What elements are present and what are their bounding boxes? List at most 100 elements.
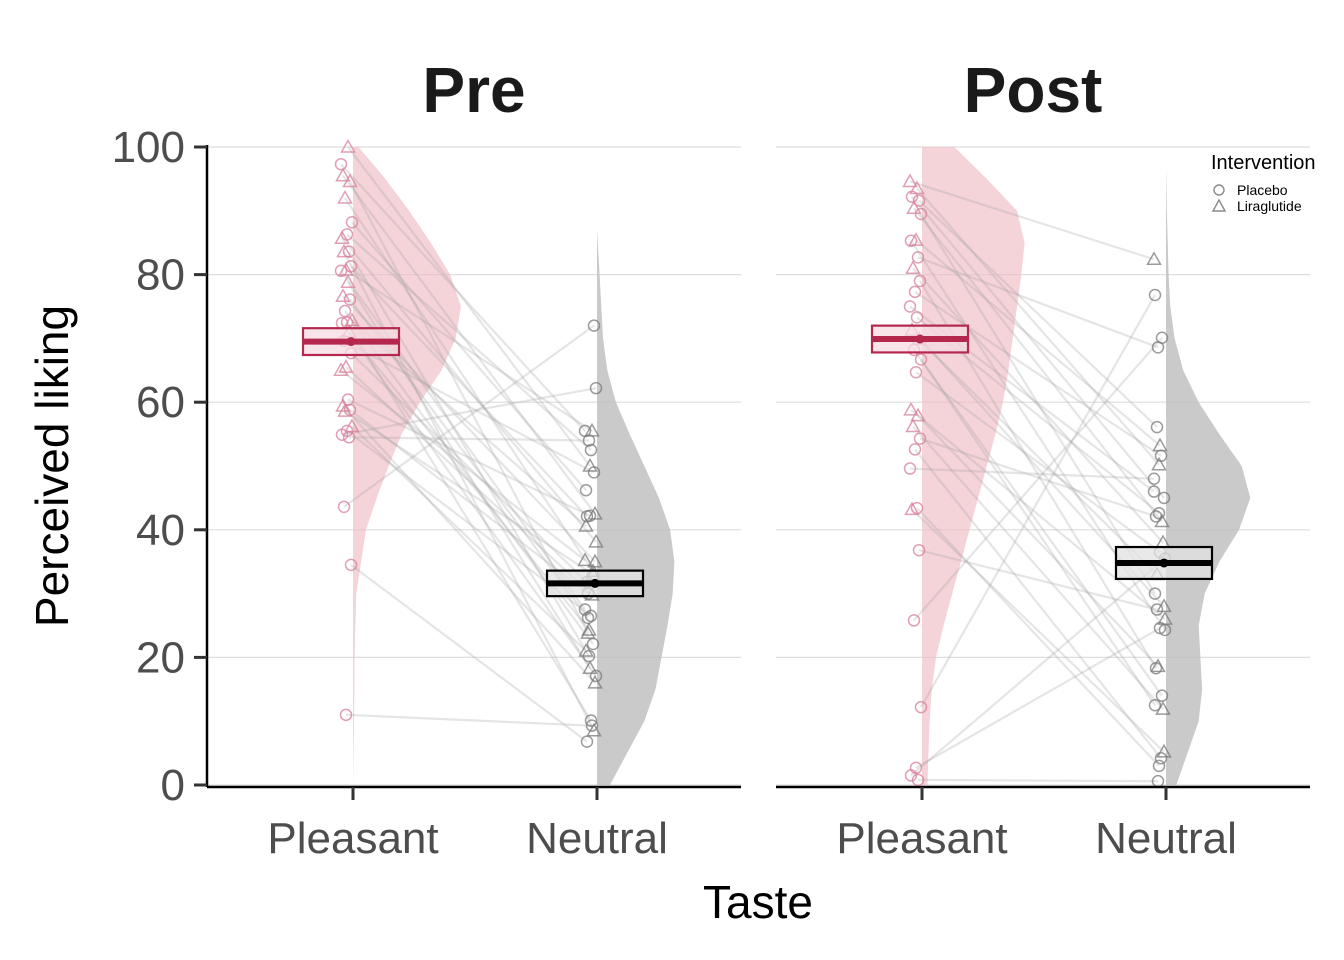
data-point bbox=[910, 501, 924, 515]
data-point bbox=[911, 251, 925, 264]
data-point bbox=[905, 190, 919, 204]
pair-line bbox=[350, 352, 588, 583]
facet-pre: Pre Pleasant Neutral 0 20 40 60 80 100 bbox=[112, 54, 741, 863]
pair-line bbox=[915, 239, 1161, 447]
density-neutral bbox=[1166, 166, 1251, 785]
data-point bbox=[912, 194, 926, 207]
pair-line bbox=[913, 207, 1163, 523]
data-point bbox=[906, 200, 922, 214]
pair-line bbox=[920, 294, 1156, 708]
legend-label: Placebo bbox=[1237, 182, 1288, 198]
mean-point bbox=[590, 578, 600, 588]
pair-line bbox=[346, 233, 592, 451]
pair-line bbox=[349, 408, 589, 595]
pair-line bbox=[345, 269, 593, 432]
data-point bbox=[581, 611, 595, 625]
data-point bbox=[903, 300, 917, 313]
data-point bbox=[334, 230, 350, 244]
pair-line bbox=[344, 410, 594, 576]
pair-line bbox=[346, 321, 592, 722]
data-point bbox=[335, 428, 349, 441]
pair-line bbox=[345, 713, 593, 727]
data-point bbox=[582, 434, 596, 447]
data-point bbox=[581, 621, 597, 636]
pair-line bbox=[341, 322, 597, 677]
data-point bbox=[337, 403, 353, 417]
density-neutral bbox=[597, 229, 675, 785]
mean-point bbox=[915, 334, 925, 344]
pair-line bbox=[347, 146, 591, 467]
pair-line bbox=[351, 425, 587, 652]
mean-point bbox=[346, 337, 356, 347]
pair-line bbox=[342, 175, 596, 515]
data-point bbox=[1156, 743, 1172, 758]
pair-line bbox=[912, 425, 1164, 710]
data-point bbox=[586, 722, 602, 737]
data-point bbox=[338, 304, 352, 318]
pair-line bbox=[911, 196, 1165, 499]
data-point bbox=[902, 173, 918, 188]
data-point bbox=[1157, 491, 1171, 505]
data-point bbox=[908, 285, 922, 299]
data-point bbox=[334, 157, 348, 171]
facet-title: Pre bbox=[422, 54, 525, 126]
mean-point bbox=[1159, 558, 1169, 568]
pair-line bbox=[340, 369, 586, 562]
pair-line bbox=[918, 549, 1158, 611]
y-tick-label: 40 bbox=[136, 506, 185, 555]
data-point bbox=[904, 769, 918, 782]
data-point bbox=[907, 614, 921, 627]
data-point bbox=[1157, 611, 1173, 625]
pair-line bbox=[343, 339, 595, 474]
pair-line bbox=[344, 197, 594, 572]
data-point bbox=[1154, 449, 1168, 463]
x-tick-label: Neutral bbox=[526, 814, 668, 863]
pair-line bbox=[910, 557, 1166, 777]
data-point bbox=[343, 403, 357, 417]
data-point bbox=[905, 260, 921, 274]
data-point bbox=[908, 443, 922, 456]
data-point bbox=[1155, 331, 1169, 345]
pair-line bbox=[914, 290, 1162, 457]
pair-line bbox=[917, 778, 1159, 783]
y-tick-label: 0 bbox=[161, 761, 185, 810]
data-point bbox=[342, 173, 358, 188]
pair-line bbox=[349, 180, 589, 634]
data-point bbox=[903, 462, 917, 475]
data-point bbox=[914, 700, 928, 714]
y-tick-label: 60 bbox=[136, 378, 185, 427]
data-point bbox=[582, 457, 598, 472]
data-point bbox=[903, 401, 919, 416]
data-point bbox=[1147, 485, 1161, 498]
data-point bbox=[913, 274, 927, 288]
pair-line bbox=[912, 267, 1164, 544]
pair-line bbox=[916, 187, 1160, 466]
data-point bbox=[1154, 751, 1168, 765]
data-point bbox=[914, 207, 928, 221]
data-point bbox=[333, 362, 349, 377]
data-point bbox=[1150, 420, 1164, 434]
data-point bbox=[909, 365, 923, 379]
data-point bbox=[334, 264, 348, 278]
pair-line bbox=[343, 324, 595, 508]
pair-line bbox=[918, 338, 1158, 576]
legend-title: Intervention bbox=[1211, 152, 1316, 174]
pair-line bbox=[913, 349, 1163, 697]
legend-triangle-icon bbox=[1211, 198, 1227, 212]
facet-panels: Pre Pleasant Neutral 0 20 40 60 80 100 Post Pleasa… bbox=[112, 54, 1310, 863]
data-point bbox=[588, 533, 604, 548]
data-point bbox=[584, 609, 598, 623]
data-point bbox=[1150, 658, 1166, 673]
x-axis-title: Taste bbox=[703, 876, 813, 928]
data-point bbox=[1151, 456, 1167, 471]
data-point bbox=[584, 443, 598, 457]
data-point bbox=[905, 418, 921, 433]
y-tick-label: 100 bbox=[112, 123, 185, 172]
density-pleasant bbox=[922, 147, 1025, 785]
data-point bbox=[587, 553, 603, 568]
pair-line bbox=[347, 398, 591, 517]
data-point bbox=[912, 543, 926, 557]
facet-title: Post bbox=[964, 54, 1103, 126]
pair-line bbox=[915, 371, 1161, 554]
data-point bbox=[1153, 621, 1167, 635]
